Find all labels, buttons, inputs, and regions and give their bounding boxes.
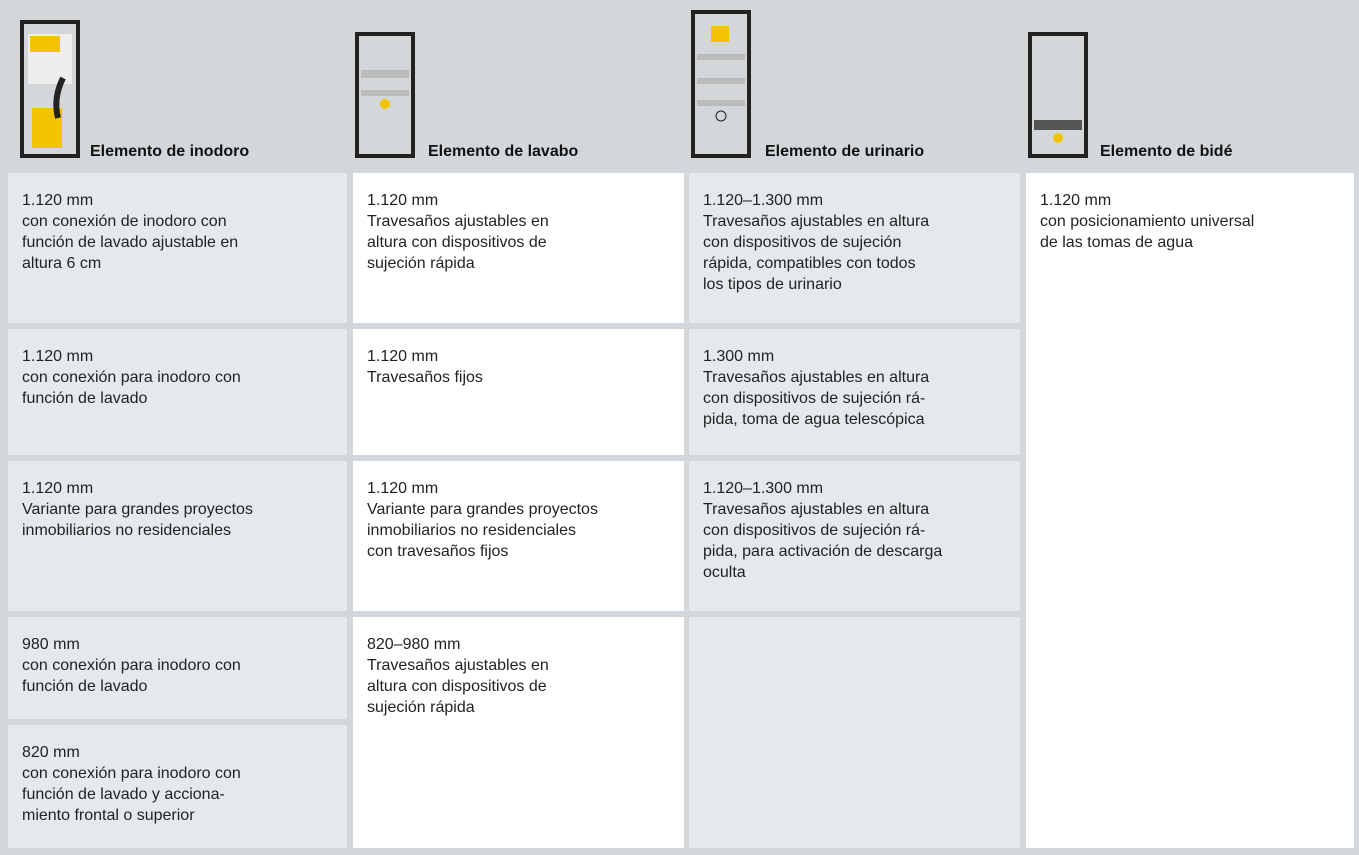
column-title: Elemento de bidé (1100, 143, 1233, 160)
table-cell: 820 mm con conexión para inodoro con funci… (8, 725, 347, 848)
product-image (355, 32, 415, 158)
cell-text: miento frontal o superior (22, 807, 195, 824)
table-cell: 1.120 mm Variante para grandes proyectos i… (353, 461, 684, 611)
table-cell (689, 617, 1020, 848)
cell-text: con travesaños fijos (367, 543, 509, 560)
cell-text: pida, para activación de descarga (703, 543, 943, 560)
cell-text: con dispositivos de sujeción rá- (703, 390, 926, 407)
cell-text: 1.120–1.300 mm (703, 192, 824, 209)
cell-text: 1.300 mm (703, 348, 775, 365)
table-cell: 1.120 mm con conexión de inodoro con funci… (8, 173, 347, 323)
cell-text: 1.120–1.300 mm (703, 480, 824, 497)
table-cell: 1.120–1.300 mm Travesaños ajustables en a… (689, 173, 1020, 323)
cell-text: 1.120 mm (22, 480, 94, 497)
cell-text: Travesaños ajustables en (367, 213, 549, 230)
table-cell: 1.120 mm Travesaños fijos (353, 329, 684, 455)
table-cell: 1.120 mm Travesaños ajustables en altura c… (353, 173, 684, 323)
cell-text: 1.120 mm (1040, 192, 1112, 209)
table-cell: 1.120 mm con conexión para inodoro con fun… (8, 329, 347, 455)
cell-text: 1.120 mm (22, 192, 94, 209)
cell-text: función de lavado (22, 390, 148, 407)
table-cell: 1.120 mm con posicionamiento universal de … (1026, 173, 1354, 848)
cell-text: 980 mm (22, 636, 80, 653)
cell-text: altura con dispositivos de (367, 234, 547, 251)
cell-text: con dispositivos de sujeción rá- (703, 522, 926, 539)
table-cell: 980 mm con conexión para inodoro con funci… (8, 617, 347, 719)
table-cell: 1.120 mm Variante para grandes proyectos i… (8, 461, 347, 611)
cell-text: Travesaños fijos (367, 369, 483, 386)
cell-text: con conexión para inodoro con (22, 765, 241, 782)
cell-text: pida, toma de agua telescópica (703, 411, 925, 428)
cell-text: rápida, compatibles con todos (703, 255, 916, 272)
column-title: Elemento de urinario (765, 143, 925, 160)
cell-text: inmobiliarios no residenciales (22, 522, 231, 539)
cell-text: función de lavado y acciona- (22, 786, 225, 803)
cell-text: 1.120 mm (367, 348, 439, 365)
cell-text: 1.120 mm (22, 348, 94, 365)
cell-text: con conexión para inodoro con (22, 657, 241, 674)
table-cell: 820–980 mm Travesaños ajustables en altura… (353, 617, 684, 848)
cell-text: 820 mm (22, 744, 80, 761)
cell-text: altura con dispositivos de (367, 678, 547, 695)
product-image (20, 20, 80, 158)
cell-text: Travesaños ajustables en (367, 657, 549, 674)
cell-text: Travesaños ajustables en altura (703, 213, 930, 230)
cell-text: función de lavado (22, 678, 148, 695)
cell-text: con conexión de inodoro con (22, 213, 227, 230)
product-image (1028, 32, 1088, 158)
cell-text: sujeción rápida (367, 699, 475, 716)
table-cell: 1.300 mm Travesaños ajustables en altura c… (689, 329, 1020, 455)
cell-text: sujeción rápida (367, 255, 475, 272)
cell-text: Travesaños ajustables en altura (703, 501, 930, 518)
cell-text: 1.120 mm (367, 480, 439, 497)
product-image (691, 10, 751, 158)
cell-text: Variante para grandes proyectos (367, 501, 598, 518)
cell-text: 820–980 mm (367, 636, 461, 653)
cell-text: de las tomas de agua (1040, 234, 1193, 251)
column-title: Elemento de inodoro (90, 143, 250, 160)
cell-text: función de lavado ajustable en (22, 234, 239, 251)
cell-text: con posicionamiento universal (1040, 213, 1255, 230)
table-cell: 1.120–1.300 mm Travesaños ajustables en a… (689, 461, 1020, 611)
cell-text: con dispositivos de sujeción (703, 234, 902, 251)
cell-text: inmobiliarios no residenciales (367, 522, 576, 539)
column-title: Elemento de lavabo (428, 143, 579, 160)
cell-text: los tipos de urinario (703, 276, 842, 293)
cell-text: con conexión para inodoro con (22, 369, 241, 386)
cell-text: Variante para grandes proyectos (22, 501, 253, 518)
cell-text: 1.120 mm (367, 192, 439, 209)
cell-text: altura 6 cm (22, 255, 102, 272)
cell-text: oculta (703, 564, 746, 581)
cell-text: Travesaños ajustables en altura (703, 369, 930, 386)
